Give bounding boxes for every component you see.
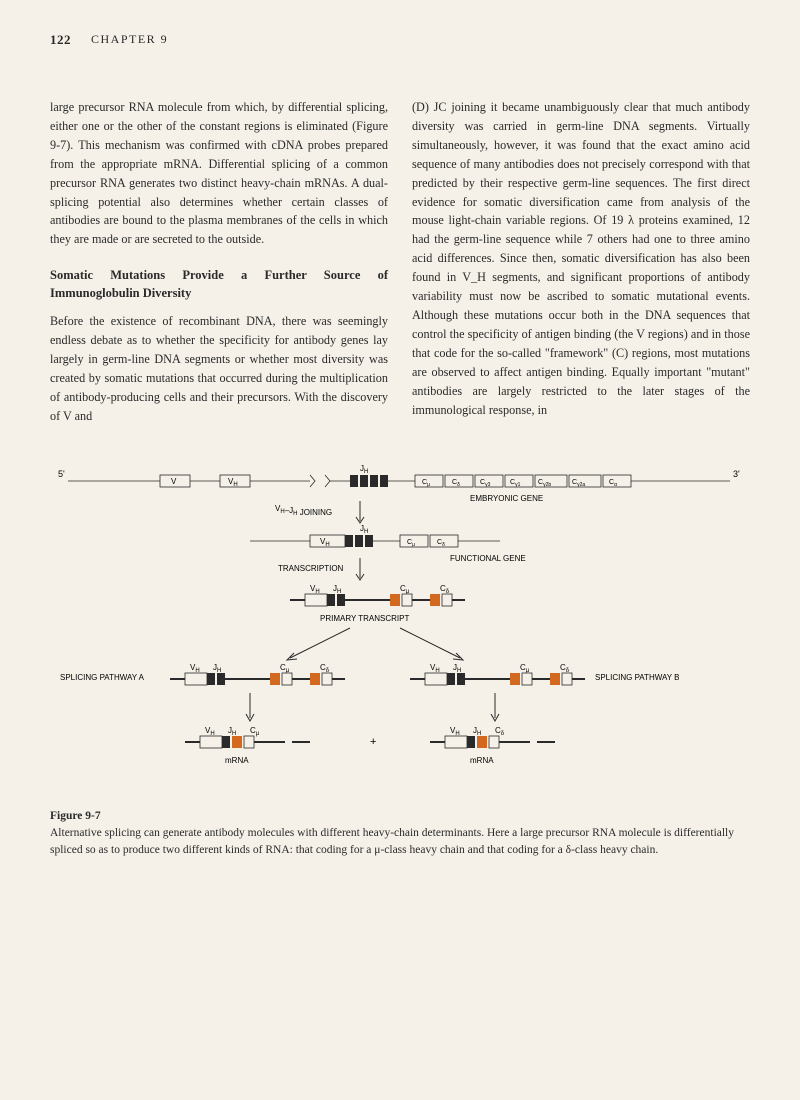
svg-text:Cμ: Cμ bbox=[520, 663, 530, 674]
label-mrna-a: mRNA bbox=[225, 756, 249, 765]
svg-text:VH: VH bbox=[450, 726, 460, 737]
svg-text:Cμ: Cμ bbox=[250, 726, 260, 737]
label-splice-b: SPLICING PATHWAY B bbox=[595, 673, 679, 682]
svg-text:VH: VH bbox=[320, 537, 330, 548]
label-splice-a: SPLICING PATHWAY A bbox=[60, 673, 145, 682]
label-functional: FUNCTIONAL GENE bbox=[450, 554, 526, 563]
label-embryonic: EMBRYONIC GENE bbox=[470, 494, 543, 503]
page-number: 122 bbox=[50, 32, 71, 48]
svg-text:JH: JH bbox=[453, 663, 461, 674]
right-column: (D) JC joining it became unambiguously c… bbox=[412, 98, 750, 438]
svg-text:JH: JH bbox=[360, 524, 368, 535]
svg-text:JH: JH bbox=[213, 663, 221, 674]
left-p1: large precursor RNA molecule from which,… bbox=[50, 98, 388, 249]
svg-text:3': 3' bbox=[733, 469, 740, 479]
svg-text:Cδ: Cδ bbox=[440, 584, 450, 595]
svg-text:Cδ: Cδ bbox=[320, 663, 330, 674]
subheading: Somatic Mutations Provide a Further Sour… bbox=[50, 267, 388, 302]
page-header: 122 CHAPTER 9 bbox=[50, 32, 750, 48]
label-primary: PRIMARY TRANSCRIPT bbox=[320, 614, 409, 623]
svg-text:Cμ: Cμ bbox=[280, 663, 290, 674]
label-5prime: 5' bbox=[58, 469, 65, 479]
svg-text:JH: JH bbox=[473, 726, 481, 737]
right-p1: (D) JC joining it became unambiguously c… bbox=[412, 98, 750, 419]
svg-text:JH: JH bbox=[360, 464, 368, 475]
svg-text:VH–JH JOINING: VH–JH JOINING bbox=[275, 504, 332, 517]
svg-text:V: V bbox=[171, 477, 177, 486]
svg-text:Cδ: Cδ bbox=[560, 663, 570, 674]
svg-text:Cμ: Cμ bbox=[400, 584, 410, 595]
left-p2: Before the existence of recombinant DNA,… bbox=[50, 312, 388, 425]
svg-text:VH: VH bbox=[205, 726, 215, 737]
text-columns: large precursor RNA molecule from which,… bbox=[50, 98, 750, 438]
left-column: large precursor RNA molecule from which,… bbox=[50, 98, 388, 438]
svg-text:TRANSCRIPTION: TRANSCRIPTION bbox=[278, 564, 344, 573]
svg-text:VH: VH bbox=[430, 663, 440, 674]
chapter-label: CHAPTER 9 bbox=[91, 32, 168, 48]
caption-text: Alternative splicing can generate antibo… bbox=[50, 827, 734, 856]
svg-text:JH: JH bbox=[228, 726, 236, 737]
figure-label: Figure 9-7 bbox=[50, 808, 750, 825]
figure-diagram: 5' V VH JH Cμ Cδ Cγ3 Cγ1 Cγ2b Cγ2a bbox=[50, 463, 750, 793]
label-plus: + bbox=[370, 736, 376, 748]
label-mrna-b: mRNA bbox=[470, 756, 494, 765]
svg-text:JH: JH bbox=[333, 584, 341, 595]
svg-text:VH: VH bbox=[190, 663, 200, 674]
svg-text:Cδ: Cδ bbox=[495, 726, 505, 737]
svg-text:VH: VH bbox=[228, 477, 238, 488]
svg-text:VH: VH bbox=[310, 584, 320, 595]
figure-caption: Figure 9-7 Alternative splicing can gene… bbox=[50, 808, 750, 860]
